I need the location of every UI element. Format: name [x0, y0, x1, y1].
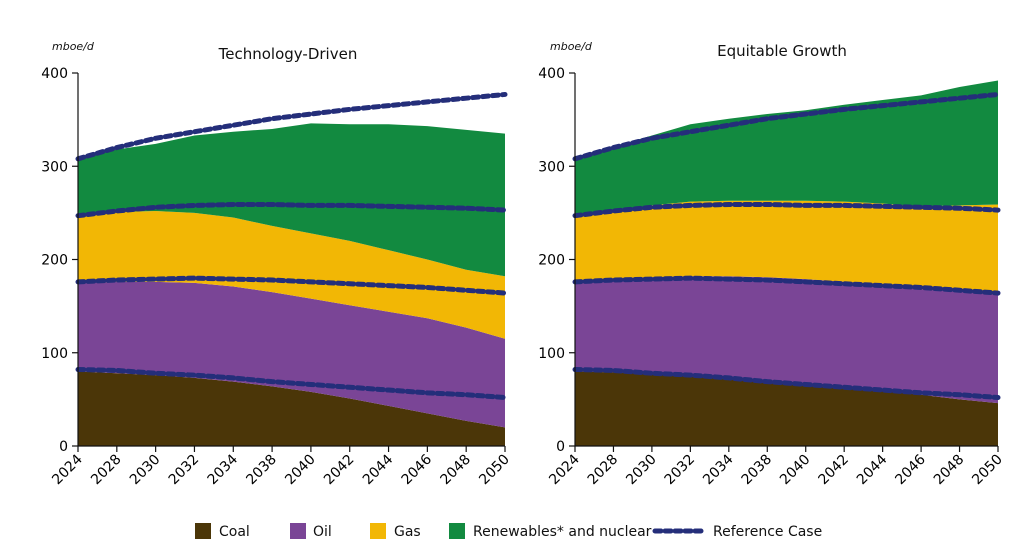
reference-case-line — [572, 275, 1001, 296]
reference-case-line — [75, 275, 508, 296]
legend-item-gas: Gas — [370, 523, 421, 540]
y-tick-label: 300 — [41, 159, 68, 175]
area-coal — [78, 371, 505, 446]
legend-label: Oil — [313, 524, 332, 540]
legend-item-coal: Coal — [195, 523, 250, 540]
area-oil — [575, 276, 998, 404]
legend-swatch — [449, 523, 465, 539]
x-tick-label: 2050 — [476, 452, 513, 489]
x-tick-label: 2038 — [739, 452, 776, 489]
legend-swatch — [370, 523, 386, 539]
reference-case-line — [572, 91, 1001, 162]
legend-item-reference-case: Reference Case — [652, 524, 822, 540]
y-tick-label: 0 — [556, 439, 565, 455]
legend-label: Reference Case — [713, 524, 822, 540]
panel-title: Technology-Driven — [218, 45, 358, 63]
unit-label: mboe/d — [550, 40, 593, 53]
legend-swatch — [195, 523, 211, 539]
x-tick-label: 2032 — [166, 452, 203, 489]
reference-case-line — [572, 367, 1001, 401]
x-tick-label: 2030 — [623, 452, 660, 489]
x-tick-label: 2028 — [88, 452, 125, 489]
reference-case-line — [75, 201, 508, 219]
legend-swatch — [290, 523, 306, 539]
unit-label: mboe/d — [52, 40, 95, 53]
x-tick-label: 2048 — [931, 452, 968, 489]
x-tick-label: 2028 — [585, 452, 622, 489]
x-tick-label: 2046 — [892, 451, 929, 488]
y-tick-label: 100 — [538, 346, 565, 362]
x-tick-label: 2042 — [321, 452, 358, 489]
legend-label: Coal — [219, 524, 250, 540]
legend-label: Renewables* and nuclear — [473, 524, 652, 540]
legend: Coal Oil Gas Renewables* and nuclear Referen… — [195, 523, 822, 540]
y-tick-label: 200 — [538, 253, 565, 269]
x-tick-label: 2050 — [969, 452, 1006, 489]
panel-title: Equitable Growth — [717, 42, 847, 60]
x-tick-label: 2042 — [815, 452, 852, 489]
area-gas — [78, 211, 505, 339]
area-renewables-and-nuclear — [78, 123, 505, 277]
x-tick-label: 2030 — [127, 452, 164, 489]
legend-label: Gas — [394, 524, 421, 540]
y-tick-label: 0 — [59, 439, 68, 455]
reference-case-line — [75, 91, 508, 162]
legend-item-renewables-and-nuclear: Renewables* and nuclear — [449, 523, 652, 540]
x-tick-label: 2044 — [360, 451, 397, 488]
x-tick-label: 2038 — [243, 452, 280, 489]
x-tick-label: 2046 — [399, 451, 436, 488]
x-tick-label: 2034 — [205, 451, 242, 488]
area-gas — [575, 200, 998, 294]
x-tick-label: 2040 — [777, 452, 814, 489]
x-tick-label: 2032 — [662, 452, 699, 489]
x-tick-label: 2034 — [700, 451, 737, 488]
x-tick-label: 2040 — [282, 452, 319, 489]
x-tick-label: 2044 — [854, 451, 891, 488]
y-tick-label: 100 — [41, 346, 68, 362]
area-renewables-and-nuclear — [575, 80, 998, 218]
x-tick-label: 2048 — [437, 452, 474, 489]
y-tick-label: 400 — [538, 66, 565, 82]
legend-item-oil: Oil — [290, 523, 332, 540]
reference-case-line — [75, 367, 508, 401]
y-tick-label: 300 — [538, 159, 565, 175]
y-tick-label: 400 — [41, 66, 68, 82]
y-tick-label: 200 — [41, 253, 68, 269]
area-coal — [575, 371, 998, 446]
x-tick-label: 2024 — [49, 451, 86, 488]
x-tick-label: 2024 — [546, 451, 583, 488]
reference-case-line — [572, 201, 1001, 219]
